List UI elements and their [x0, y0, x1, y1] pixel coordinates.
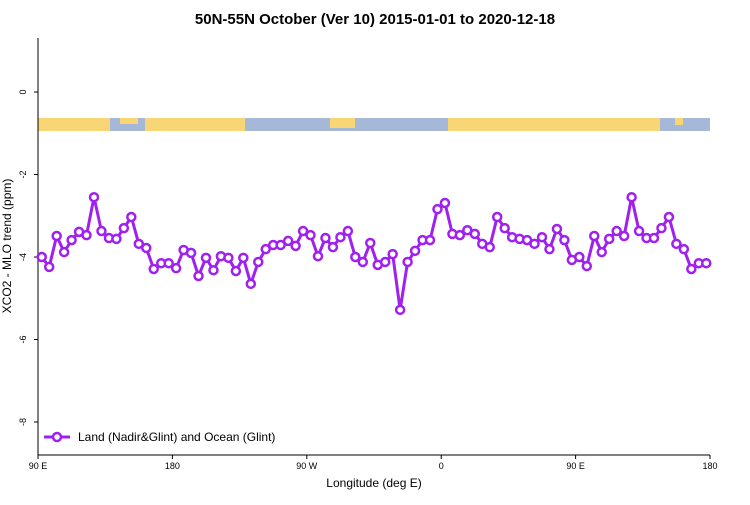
data-point	[342, 225, 354, 237]
data-point	[432, 203, 443, 215]
data-point	[350, 251, 361, 263]
x-tick-label: 180	[165, 461, 180, 471]
data-point	[88, 191, 100, 203]
data-point	[297, 225, 309, 237]
data-point	[282, 235, 294, 247]
data-point	[81, 229, 92, 241]
data-point	[491, 211, 503, 223]
data-point	[454, 229, 466, 241]
data-point	[357, 256, 369, 268]
data-point	[394, 304, 406, 316]
data-point	[559, 234, 570, 246]
legend-marker	[51, 431, 63, 443]
data-point	[66, 234, 77, 246]
x-axis-label: Longitude (deg E)	[326, 476, 421, 490]
data-point	[402, 256, 413, 268]
data-point	[312, 250, 324, 262]
data-point	[633, 225, 645, 237]
x-tick-label: 0	[439, 461, 444, 471]
y-tick-label: 0	[18, 90, 28, 95]
x-tick-label: 90 E	[29, 461, 48, 471]
data-point	[327, 241, 339, 253]
data-point	[170, 262, 182, 274]
data-point	[626, 191, 637, 203]
data-point	[648, 232, 660, 244]
data-point	[185, 247, 197, 259]
data-point	[200, 252, 212, 264]
data-point	[36, 251, 47, 263]
data-point	[305, 229, 316, 241]
y-axis-label: XCO2 - MLO trend (ppm)	[0, 179, 14, 314]
data-point	[335, 231, 346, 243]
data-point	[193, 270, 204, 282]
x-tick-label: 180	[702, 461, 717, 471]
data-point	[663, 211, 675, 223]
data-point	[379, 256, 391, 268]
y-tick-label: -2	[18, 171, 28, 179]
data-point	[275, 239, 286, 251]
data-point	[365, 237, 376, 249]
data-point	[290, 240, 301, 252]
data-point	[133, 238, 145, 250]
data-point	[148, 263, 159, 275]
y-tick-label: -4	[18, 253, 28, 261]
data-point	[208, 264, 219, 276]
data-point	[589, 230, 600, 242]
data-point	[611, 225, 622, 237]
data-point	[230, 265, 242, 277]
data-point	[223, 252, 234, 264]
data-point	[686, 263, 697, 275]
data-point	[245, 278, 257, 290]
data-point	[469, 228, 481, 240]
data-point	[126, 211, 137, 223]
data-point	[551, 223, 563, 235]
data-point	[111, 233, 122, 245]
data-point	[581, 260, 593, 272]
data-point	[678, 243, 690, 255]
legend-label: Land (Nadir&Glint) and Ocean (Glint)	[78, 430, 275, 444]
data-point	[671, 238, 682, 250]
data-point	[574, 251, 585, 263]
data-point	[596, 246, 607, 258]
y-tick-label: -6	[18, 336, 28, 344]
data-point	[320, 232, 331, 244]
x-tick-label: 90 W	[296, 461, 318, 471]
data-point	[656, 222, 667, 234]
data-point	[618, 230, 630, 242]
data-point	[118, 222, 130, 234]
data-point	[603, 233, 615, 245]
data-point	[439, 197, 451, 209]
data-point	[43, 261, 55, 273]
data-point	[484, 241, 495, 253]
data-point	[499, 222, 510, 234]
data-point	[260, 243, 271, 255]
data-point	[387, 248, 398, 260]
data-point	[141, 242, 152, 254]
data-point	[163, 257, 174, 269]
data-point	[51, 230, 62, 242]
data-point	[424, 234, 436, 246]
data-point	[238, 252, 249, 264]
land-ocean-strip	[38, 118, 710, 131]
data-point	[58, 246, 70, 258]
data-point	[701, 257, 712, 269]
data-point	[544, 243, 555, 255]
data-point	[536, 231, 548, 243]
data-point	[253, 256, 264, 268]
chart-title: 50N-55N October (Ver 10) 2015-01-01 to 2…	[195, 11, 555, 28]
y-tick-label: -8	[18, 418, 28, 426]
data-point	[529, 238, 540, 250]
data-point	[96, 225, 107, 237]
x-tick-label: 90 E	[566, 461, 585, 471]
data-point	[409, 245, 421, 257]
